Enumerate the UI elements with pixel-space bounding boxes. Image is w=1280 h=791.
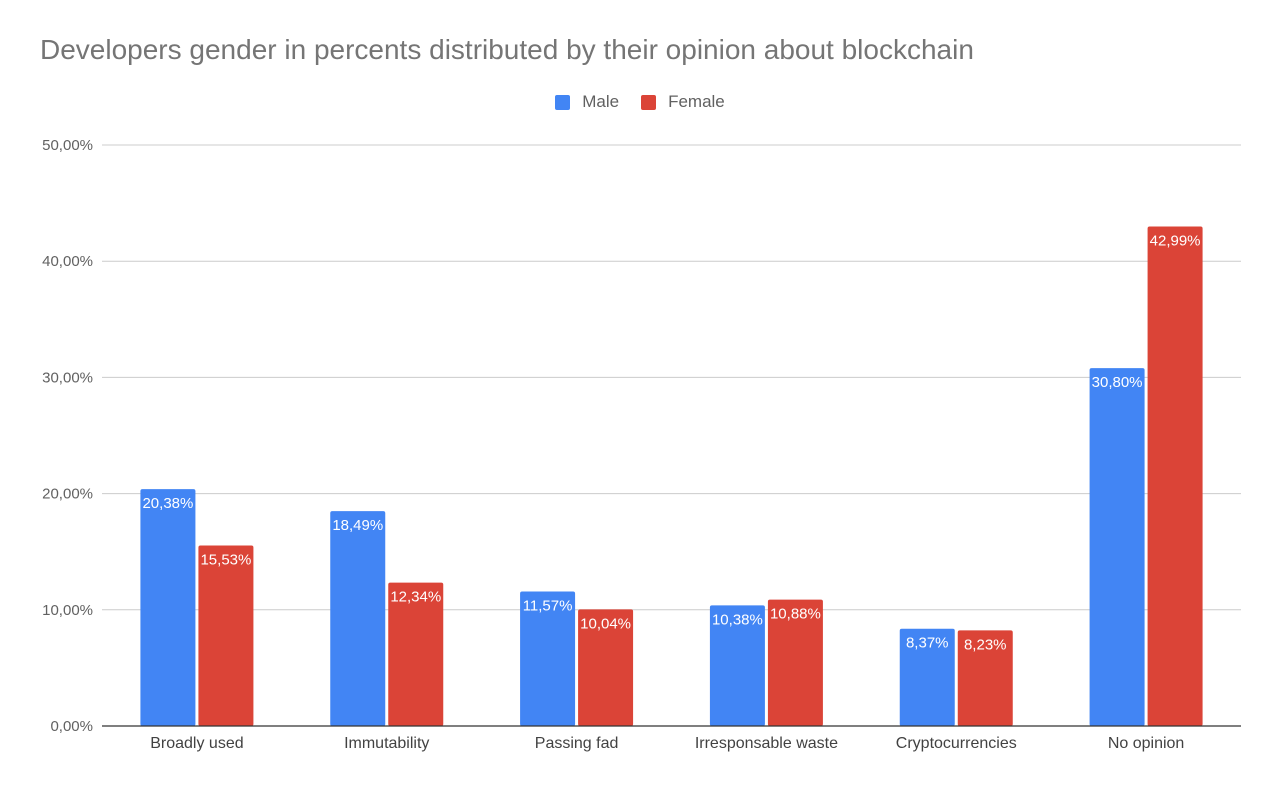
bar-female (578, 609, 634, 726)
legend-label-male: Male (582, 92, 620, 111)
bar-male (520, 591, 576, 726)
y-tick-label: 50,00% (42, 137, 93, 154)
bar-female (767, 599, 823, 726)
x-tick-label: No opinion (1108, 735, 1185, 752)
bar-data-label: 18,49% (332, 517, 383, 534)
legend-swatch-male (555, 94, 571, 110)
y-tick-label: 30,00% (42, 369, 93, 386)
bar-data-label: 30,80% (1092, 374, 1143, 391)
bar-female (1147, 226, 1203, 726)
legend-label-female: Female (668, 92, 725, 111)
legend-item-male[interactable]: Male (555, 92, 619, 112)
bar-data-label: 15,53% (200, 552, 251, 569)
bar-data-label: 10,04% (580, 615, 631, 632)
bar-male (1089, 368, 1145, 726)
bar-male (709, 605, 765, 726)
y-tick-label: 0,00% (50, 718, 93, 735)
x-tick-label: Immutability (344, 735, 429, 752)
bar-female (957, 630, 1013, 726)
bar-data-label: 8,37% (906, 635, 949, 652)
bar-male (899, 628, 955, 726)
bar-data-label: 8,23% (964, 636, 1007, 653)
bar-data-label: 42,99% (1150, 232, 1201, 249)
x-tick-label: Broadly used (150, 735, 243, 752)
bar-data-label: 10,38% (712, 611, 763, 628)
bar-data-label: 11,57% (523, 598, 573, 615)
bar-male (140, 489, 196, 726)
x-tick-label: Irresponsable waste (695, 735, 838, 752)
x-tick-label: Passing fad (535, 735, 619, 752)
bar-data-label: 12,34% (390, 589, 441, 606)
y-tick-label: 40,00% (42, 253, 93, 270)
legend-item-female[interactable]: Female (641, 92, 725, 112)
y-tick-label: 20,00% (42, 486, 93, 503)
chart-title: Developers gender in percents distribute… (40, 34, 974, 65)
bar-male (330, 511, 386, 726)
bar-female (198, 545, 254, 726)
legend: Male Female (0, 92, 1280, 112)
y-tick-label: 10,00% (42, 602, 93, 619)
bar-data-label: 20,38% (142, 495, 193, 512)
legend-swatch-female (641, 94, 657, 110)
x-tick-label: Cryptocurrencies (896, 735, 1017, 752)
bar-female (388, 582, 444, 726)
bar-data-label: 10,88% (770, 606, 821, 623)
